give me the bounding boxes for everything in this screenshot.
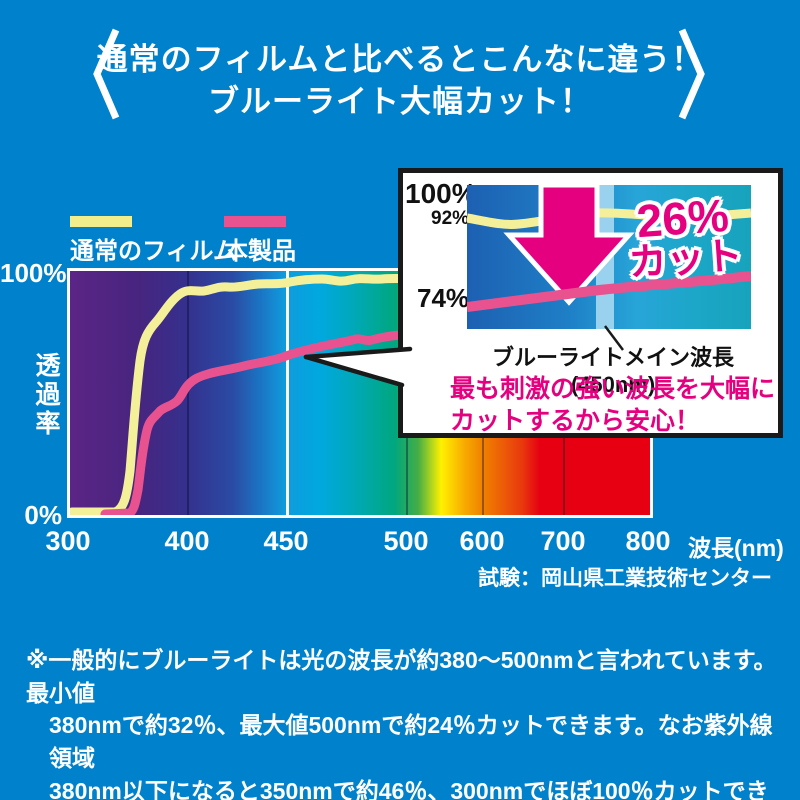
- legend-label-normal-film: 通常のフィルム: [70, 238, 238, 265]
- legend-swatch-product: [224, 216, 286, 227]
- cut-arrow-icon: [503, 185, 635, 306]
- gridline-400: [187, 271, 190, 515]
- x-tick-300: 300: [45, 526, 91, 556]
- callout-mini-chart: 26% カット: [467, 185, 751, 329]
- x-tick-400: 400: [164, 526, 210, 556]
- gridline-450-white: [285, 271, 289, 515]
- header-title-line1: 通常のフィルムと比べるとこんなに違う！: [96, 42, 704, 77]
- x-tick-600: 600: [459, 526, 505, 556]
- y-min-label: 0%: [24, 500, 62, 530]
- mini-curve-product: [467, 271, 751, 312]
- footnote-line2: 380nmで約32％、最大値500nmで約24％カットできます。なお紫外線領域: [49, 712, 773, 771]
- test-source-label: 試験：岡山県工業技術センター: [478, 567, 772, 590]
- footnote-line3: 380nm以下になると350nmで約46％、300nmでほぼ100％カットできま…: [49, 777, 769, 800]
- footnote-line1: ※一般的にブルーライトは光の波長が約380～500nmと言われています。最小値: [26, 647, 777, 706]
- callout-label-100: 100%: [405, 178, 477, 209]
- legend-item-product: 本製品: [224, 216, 296, 266]
- y-axis-label: 透過率: [32, 352, 60, 439]
- x-tick-450: 450: [263, 526, 309, 556]
- callout-label-92: 92%: [431, 208, 470, 229]
- band-label: ブルーライトメイン波長(450nm): [491, 345, 734, 397]
- x-axis-unit-label: 波長(nm): [688, 535, 784, 561]
- y-max-label: 100%: [0, 258, 67, 288]
- mini-chart-graphics: [467, 185, 751, 312]
- x-tick-500: 500: [383, 526, 429, 556]
- header-left-bracket-icon: [93, 28, 120, 120]
- pointer-line: [604, 325, 624, 351]
- legend-label-product: 本製品: [224, 238, 296, 265]
- legend-item-normal-film: 通常のフィルム: [70, 216, 237, 266]
- callout-note-line1: 最も刺激の強い波長を大幅に: [450, 375, 776, 403]
- header-title-line2: ブルーライト大幅カット！: [208, 84, 592, 119]
- x-tick-700: 700: [540, 526, 586, 556]
- header-right-bracket-icon: [678, 28, 705, 120]
- legend-swatch-normal-film: [70, 216, 132, 227]
- footnote: ※一般的にブルーライトは光の波長が約380～500nmと言われています。最小値 …: [26, 644, 782, 800]
- x-tick-800: 800: [625, 526, 671, 556]
- callout-label-74: 74%: [417, 283, 470, 313]
- callout-box: 100% 92% 74% 26% カット ブルーライトメイン波長(450nm) …: [398, 168, 783, 438]
- callout-tail: [303, 346, 413, 388]
- callout-note-line2: カットするから安心！: [450, 407, 701, 435]
- transmittance-chart: [67, 268, 653, 518]
